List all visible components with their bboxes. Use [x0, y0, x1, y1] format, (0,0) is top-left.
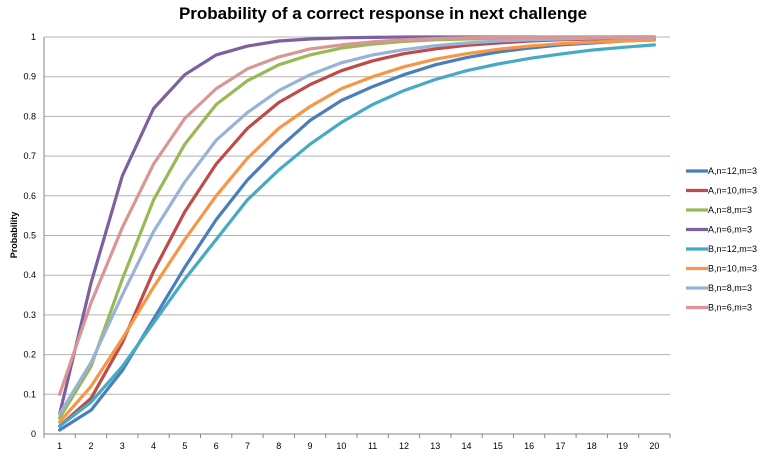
x-tick-label: 8	[276, 441, 281, 451]
x-tick-label: 7	[245, 441, 250, 451]
series-line-5	[57, 43, 657, 428]
x-tick-label: 6	[214, 441, 219, 451]
y-tick-label: 0.4	[23, 270, 36, 280]
series-line-6	[57, 38, 657, 424]
x-tick-label: 13	[430, 441, 440, 451]
y-tick-label: 0.9	[23, 72, 36, 82]
x-tick-labels: 1 2 3 4 5 6 7 8 9 10 11 12 13 14 15 16 17 18 19 20	[57, 441, 659, 451]
series-line-8	[57, 35, 657, 396]
series-line-1	[57, 38, 657, 432]
series-line-2	[57, 36, 657, 428]
x-tick-label: 19	[618, 441, 628, 451]
legend: A,n=12,m=3 A,n=10,m=3 A,n=8,m=3 A,n=6,m=3 B,…	[686, 166, 757, 313]
x-tick-label: 9	[308, 441, 313, 451]
y-tick-label: 0.3	[23, 310, 36, 320]
y-tick-label: 1	[31, 32, 36, 42]
legend-label: B,n=12,m=3	[708, 244, 757, 254]
x-tick-label: 16	[524, 441, 534, 451]
x-tick-label: 14	[462, 441, 472, 451]
y-axis-label: Probability	[9, 212, 19, 259]
y-tick-label: 0.1	[23, 389, 36, 399]
legend-label: B,n=6,m=3	[708, 303, 752, 313]
y-tick-label: 0.5	[23, 231, 36, 241]
x-tick-label: 20	[649, 441, 659, 451]
x-tick-label: 17	[555, 441, 565, 451]
legend-label: B,n=10,m=3	[708, 264, 757, 274]
y-tick-label: 0.2	[23, 350, 36, 360]
x-tick-label: 11	[368, 441, 377, 451]
legend-label: A,n=6,m=3	[708, 225, 752, 235]
axes	[43, 37, 671, 438]
y-tick-label: 0	[31, 429, 36, 439]
legend-label: A,n=10,m=3	[708, 186, 757, 196]
series-line-7	[57, 35, 657, 416]
legend-label: A,n=8,m=3	[708, 205, 752, 215]
x-tick-label: 4	[151, 441, 156, 451]
chart-title: Probability of a correct response in nex…	[179, 4, 587, 23]
y-tick-label: 0.6	[23, 191, 36, 201]
x-tick-label: 12	[399, 441, 409, 451]
x-tick-label: 18	[587, 441, 597, 451]
x-tick-label: 1	[57, 441, 62, 451]
series-lines	[57, 35, 657, 432]
y-tick-labels: 0 0.1 0.2 0.3 0.4 0.5 0.6 0.7 0.8 0.9 1	[23, 32, 36, 439]
x-tick-label: 2	[88, 441, 93, 451]
gridlines	[44, 36, 670, 395]
x-tick-label: 3	[120, 441, 125, 451]
legend-label: B,n=8,m=3	[708, 283, 752, 293]
x-tick-label: 10	[336, 441, 346, 451]
x-tick-label: 15	[493, 441, 503, 451]
legend-label: A,n=12,m=3	[708, 166, 757, 176]
y-tick-label: 0.7	[23, 151, 36, 161]
y-tick-label: 0.8	[23, 111, 36, 121]
x-tick-label: 5	[182, 441, 187, 451]
